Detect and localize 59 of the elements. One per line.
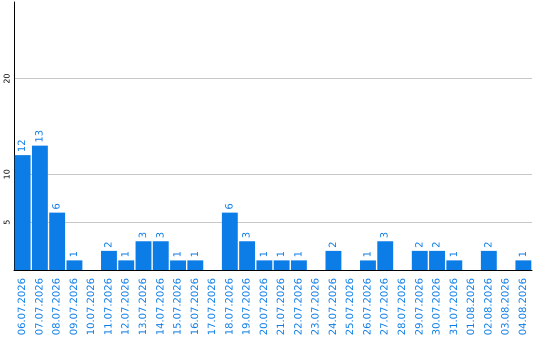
bar	[480, 250, 497, 270]
data-label: 2	[328, 241, 339, 248]
data-label: 2	[103, 241, 114, 248]
data-label: 2	[414, 241, 426, 248]
x-tick-label: 18.07.2026	[224, 278, 236, 336]
x-tick-label: 25.07.2026	[345, 278, 356, 336]
x-tick-label: 26.07.2026	[362, 278, 374, 336]
x-tick-label: 04.08.2026	[518, 278, 529, 336]
x-tick-label: 11.07.2026	[103, 278, 114, 336]
x-tick-label: 17.07.2026	[207, 278, 218, 336]
data-label: 6	[52, 203, 63, 210]
data-label: 1	[172, 251, 184, 258]
data-label: 3	[155, 232, 166, 238]
x-tick-label: 03.08.2026	[500, 278, 512, 336]
x-tick-label: 06.07.2026	[17, 278, 28, 336]
x-tick-label: 30.07.2026	[432, 278, 443, 336]
x-tick-label: 01.08.2026	[466, 278, 478, 336]
x-tick-label: 14.07.2026	[155, 278, 166, 336]
x-tick-label: 24.07.2026	[328, 278, 339, 336]
data-label: 1	[120, 251, 132, 258]
x-tick-label: 08.07.2026	[52, 278, 63, 336]
y-tick-label: 10	[2, 169, 12, 180]
data-label: 3	[380, 232, 391, 238]
data-label: 1	[448, 251, 460, 258]
x-tick-label: 21.07.2026	[276, 278, 288, 336]
x-tick-label: 15.07.2026	[172, 278, 184, 336]
x-tick-label: 19.07.2026	[242, 278, 253, 336]
data-label: 12	[17, 139, 28, 152]
data-label: 1	[276, 251, 288, 258]
data-label: 1	[258, 251, 270, 258]
x-tick-label: 28.07.2026	[397, 278, 408, 336]
data-label: 1	[68, 251, 80, 258]
data-label: 1	[293, 251, 304, 258]
x-tick-label: 10.07.2026	[86, 278, 98, 336]
data-label: 1	[362, 251, 374, 258]
x-tick-label: 16.07.2026	[190, 278, 201, 336]
data-label: 2	[432, 241, 443, 248]
y-tick-label: 5	[2, 220, 12, 225]
x-tick-label: 29.07.2026	[414, 278, 426, 336]
x-tick-label: 22.07.2026	[293, 278, 304, 336]
x-tick-label: 27.07.2026	[380, 278, 391, 336]
data-label: 2	[483, 241, 494, 248]
data-label: 1	[190, 251, 201, 258]
bar	[515, 260, 532, 270]
bar	[325, 250, 342, 270]
data-label: 6	[224, 203, 236, 210]
x-tick-label: 07.07.2026	[34, 278, 46, 336]
x-tick-label: 09.07.2026	[68, 278, 80, 336]
x-tick-label: 23.07.2026	[310, 278, 322, 336]
data-label: 1	[518, 251, 529, 258]
x-tick-label: 12.07.2026	[120, 278, 132, 336]
x-tick-label: 02.08.2026	[483, 278, 494, 336]
y-tick-label: 20	[2, 73, 12, 84]
data-label: 3	[242, 232, 253, 238]
x-tick-label: 20.07.2026	[258, 278, 270, 336]
data-label: 13	[34, 130, 46, 143]
x-tick-label: 31.07.2026	[448, 278, 460, 336]
x-tick-label: 13.07.2026	[138, 278, 149, 336]
data-label: 3	[138, 232, 149, 238]
